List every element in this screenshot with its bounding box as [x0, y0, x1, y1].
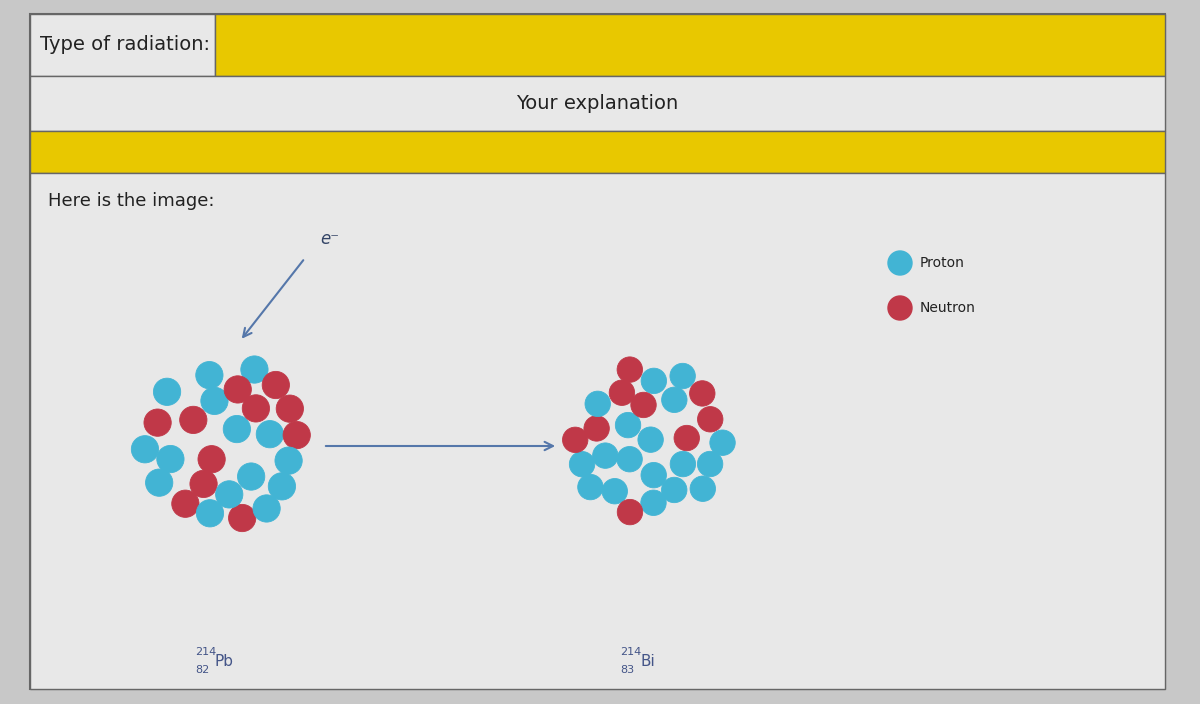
Circle shape [190, 470, 217, 498]
Text: 214: 214 [620, 647, 641, 657]
Circle shape [593, 443, 618, 468]
Circle shape [690, 381, 715, 406]
Circle shape [257, 420, 283, 448]
Circle shape [238, 463, 265, 490]
Circle shape [145, 469, 173, 496]
Circle shape [577, 474, 604, 500]
Circle shape [172, 490, 199, 517]
Bar [215, 14, 1165, 76]
Text: Bi: Bi [640, 653, 655, 669]
Circle shape [283, 422, 311, 448]
Circle shape [223, 415, 251, 443]
Text: Pb: Pb [215, 653, 234, 669]
Circle shape [641, 463, 666, 488]
Text: Proton: Proton [920, 256, 965, 270]
Circle shape [617, 446, 642, 472]
Circle shape [228, 504, 256, 532]
Circle shape [670, 363, 695, 389]
Text: 82: 82 [194, 665, 209, 675]
Circle shape [670, 451, 696, 477]
Circle shape [710, 430, 736, 455]
Circle shape [888, 296, 912, 320]
Circle shape [563, 427, 588, 453]
Circle shape [197, 500, 223, 527]
Text: 214: 214 [194, 647, 216, 657]
Bar [30, 173, 1165, 689]
Circle shape [602, 479, 628, 504]
Bar [30, 76, 1165, 131]
Circle shape [216, 481, 242, 508]
Circle shape [198, 446, 226, 473]
Circle shape [144, 409, 172, 436]
Circle shape [661, 477, 686, 503]
Circle shape [241, 356, 268, 383]
Circle shape [276, 395, 304, 422]
Circle shape [661, 387, 688, 413]
Circle shape [641, 368, 666, 394]
Circle shape [157, 446, 184, 472]
Circle shape [631, 392, 656, 417]
Circle shape [616, 413, 641, 438]
Circle shape [638, 427, 664, 453]
Circle shape [200, 387, 228, 415]
Circle shape [196, 362, 223, 389]
Circle shape [697, 451, 722, 477]
Circle shape [224, 376, 251, 403]
Text: 83: 83 [620, 665, 634, 675]
Text: Here is the image:: Here is the image: [48, 192, 215, 210]
Circle shape [586, 391, 611, 417]
Bar [30, 131, 1165, 173]
Text: Your explanation: Your explanation [516, 94, 679, 113]
Circle shape [154, 378, 181, 406]
Circle shape [262, 372, 289, 398]
Text: Type of radiation:: Type of radiation: [40, 35, 210, 54]
Circle shape [617, 357, 642, 382]
Circle shape [180, 406, 206, 434]
Text: Neutron: Neutron [920, 301, 976, 315]
Text: e⁻: e⁻ [320, 230, 340, 248]
Circle shape [569, 451, 595, 477]
Circle shape [610, 380, 635, 406]
Circle shape [697, 407, 722, 432]
Bar [30, 14, 215, 76]
Circle shape [888, 251, 912, 275]
Circle shape [641, 490, 666, 515]
Circle shape [584, 416, 610, 441]
Circle shape [242, 395, 270, 422]
Circle shape [131, 436, 158, 463]
Circle shape [617, 499, 643, 524]
Circle shape [690, 476, 715, 501]
Circle shape [253, 495, 281, 522]
Circle shape [269, 472, 295, 500]
Circle shape [674, 425, 700, 451]
Circle shape [275, 447, 302, 474]
